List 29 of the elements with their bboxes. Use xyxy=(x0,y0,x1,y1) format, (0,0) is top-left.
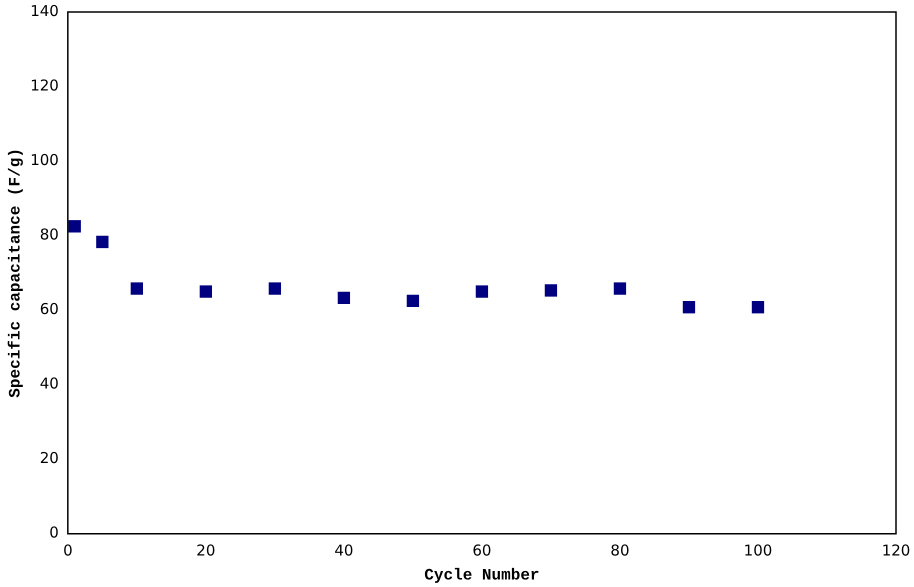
x-tick-label: 80 xyxy=(610,542,630,560)
point xyxy=(200,285,212,298)
point xyxy=(752,301,764,314)
y-tick-label: 100 xyxy=(30,150,59,169)
point xyxy=(130,282,143,295)
x-axis-title: Cycle Number xyxy=(424,566,540,584)
point xyxy=(614,282,626,295)
point xyxy=(406,294,420,308)
y-tick-label: 40 xyxy=(40,374,59,393)
x-tick-label: 60 xyxy=(472,542,492,560)
y-tick-label: 140 xyxy=(30,2,59,20)
x-tick-label: 100 xyxy=(744,542,772,560)
y-tick-label: 0 xyxy=(49,524,59,542)
point xyxy=(476,285,488,298)
y-tick-label: 20 xyxy=(40,449,59,468)
x-tick-label: 40 xyxy=(334,542,354,560)
point xyxy=(544,284,558,297)
point xyxy=(68,220,81,232)
point xyxy=(268,282,282,295)
point xyxy=(338,292,350,304)
y-axis-title: Specific capacitance (F/g) xyxy=(6,148,25,398)
y-tick-label: 60 xyxy=(40,300,59,318)
x-tick-label: 0 xyxy=(63,542,73,560)
x-tick-label: 120 xyxy=(882,542,910,560)
y-tick-label: 120 xyxy=(30,76,59,94)
point xyxy=(682,301,696,314)
x-tick-label: 20 xyxy=(196,542,216,560)
point xyxy=(96,236,108,248)
y-tick-label: 80 xyxy=(40,226,59,244)
